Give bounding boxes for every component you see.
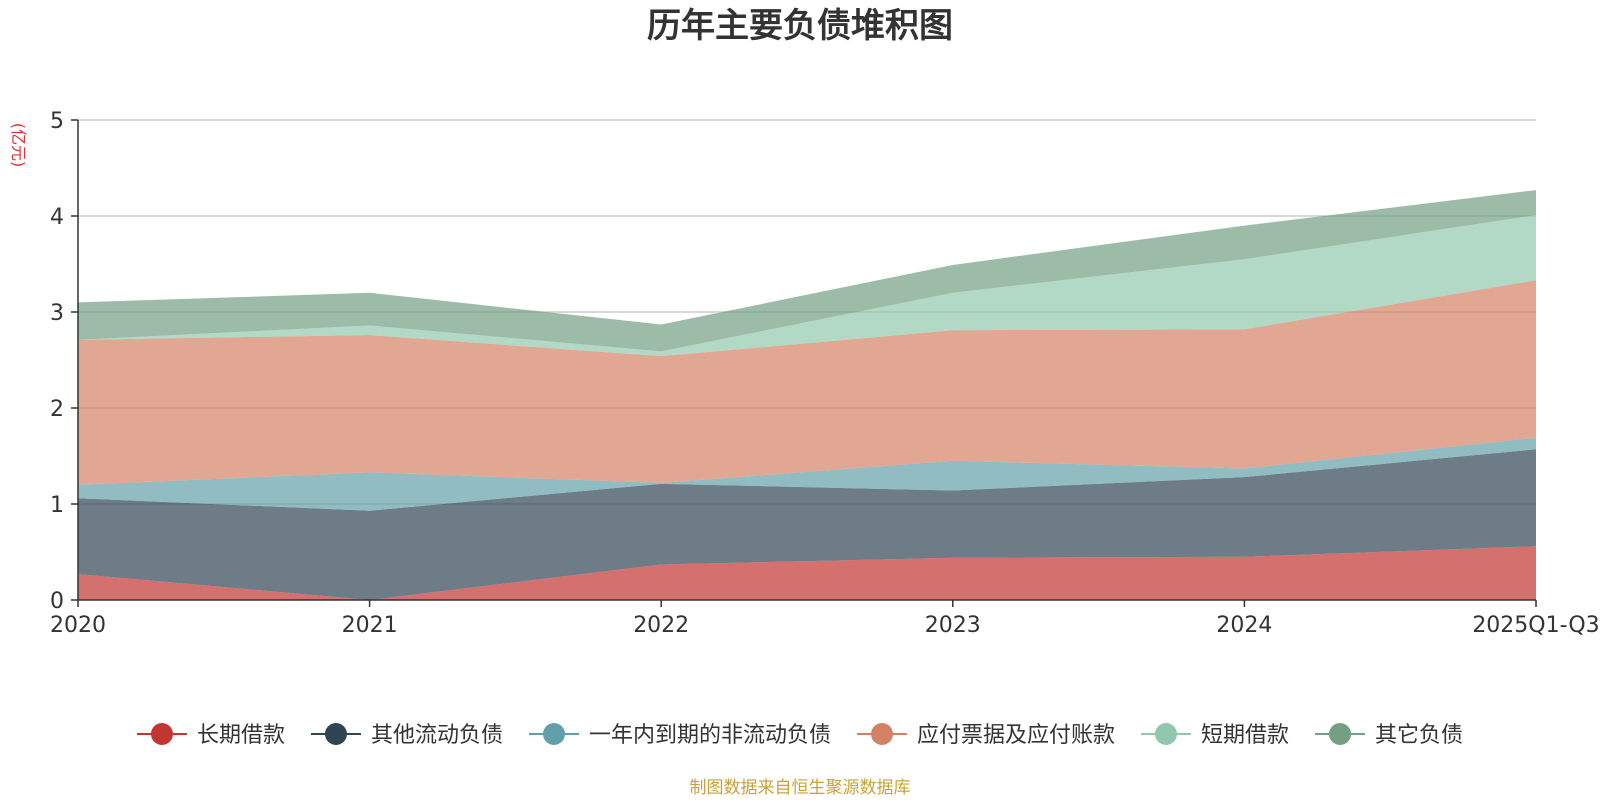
x-tick-label: 2020: [50, 613, 106, 638]
area-series-2: [78, 449, 1536, 600]
legend-label: 其他流动负债: [371, 723, 503, 748]
legend-label: 一年内到期的非流动负债: [589, 723, 831, 748]
area-series-4: [78, 280, 1536, 485]
x-tick-label: 2022: [633, 613, 689, 638]
legend-item-2[interactable]: 其他流动负债: [310, 723, 503, 748]
legend-marker: [542, 723, 565, 745]
legend-label: 长期借款: [197, 723, 285, 748]
legend-marker: [150, 723, 173, 745]
legend-marker: [324, 723, 347, 745]
x-tick-label: 2021: [342, 613, 398, 638]
legend-item-5[interactable]: 短期借款: [1141, 723, 1289, 748]
area-series-3: [78, 437, 1536, 511]
legend-marker: [871, 723, 893, 745]
y-tick-label: 4: [50, 205, 64, 230]
legend-item-4[interactable]: 应付票据及应付账款: [857, 723, 1115, 748]
legend-item-6[interactable]: 其它负债: [1315, 723, 1463, 748]
source-note: 制图数据来自恒生聚源数据库: [690, 778, 911, 798]
chart-title: 历年主要负债堆积图: [647, 6, 953, 46]
legend-marker: [1155, 723, 1178, 745]
y-tick-label: 5: [50, 109, 64, 134]
y-tick-label: 3: [50, 301, 64, 326]
axes: 0 1 2 3 4 5 2020 2021 2022 2023 2024 2025Q1-Q3: [50, 109, 1600, 638]
x-tick-label: 2025Q1-Q3: [1472, 613, 1599, 638]
y-tick-label: 0: [50, 589, 64, 614]
legend-marker: [1329, 723, 1352, 745]
legend-label: 应付票据及应付账款: [917, 723, 1115, 748]
legend-label: 其它负债: [1375, 723, 1463, 748]
x-tick-label: 2024: [1216, 613, 1272, 638]
area-series-5: [78, 215, 1536, 357]
y-tick-label: 1: [50, 493, 64, 518]
y-axis-unit-label: (亿元): [9, 123, 28, 168]
legend-item-1[interactable]: 长期借款: [136, 723, 285, 748]
area-series: [78, 190, 1536, 600]
area-series-1: [78, 546, 1536, 600]
y-tick-label: 2: [50, 397, 64, 422]
legend-item-3[interactable]: 一年内到期的非流动负债: [528, 723, 831, 748]
area-series-6: [78, 190, 1536, 352]
x-tick-label: 2023: [925, 613, 981, 638]
legend: 长期借款 其他流动负债 一年内到期的非流动负债 应付票据及应付账款 短期借款 其它负债: [136, 723, 1463, 748]
legend-label: 短期借款: [1201, 723, 1289, 748]
